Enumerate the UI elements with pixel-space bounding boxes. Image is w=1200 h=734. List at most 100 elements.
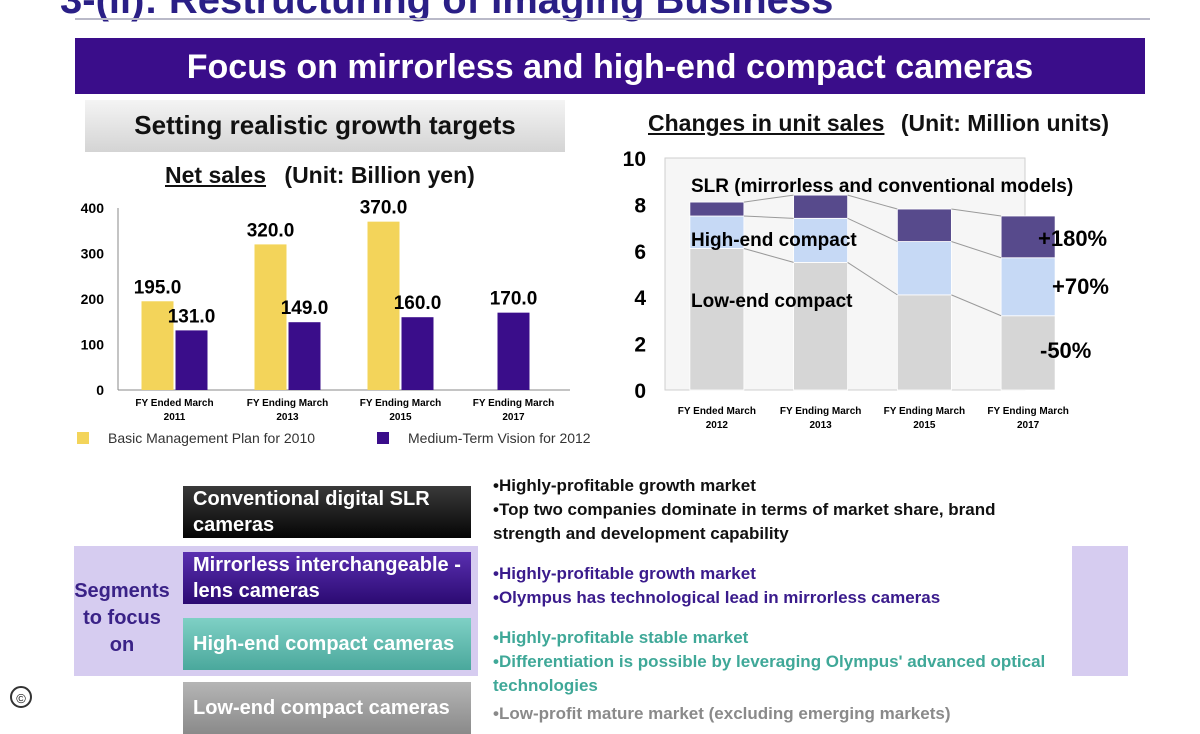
net-sales-y-tick-label: 0 bbox=[96, 382, 104, 398]
unit-sales-series-label-low-end: Low-end compact bbox=[691, 291, 853, 312]
unit-sales-bar-segment bbox=[1000, 215, 1056, 259]
net-sales-bar bbox=[497, 312, 530, 390]
unit-sales-connector bbox=[847, 217, 898, 242]
segment-mirrorless-bullets: •Highly-profitable growth market •Olympu… bbox=[493, 562, 1083, 610]
unit-sales-series-label-high-end: High-end compact bbox=[691, 230, 857, 251]
unit-sales-y-tick-label: 2 bbox=[634, 334, 646, 357]
unit-sales-connector bbox=[847, 194, 898, 210]
net-sales-bar bbox=[141, 301, 174, 390]
net-sales-data-label: 170.0 bbox=[490, 289, 538, 310]
net-sales-y-tick-label: 300 bbox=[81, 246, 105, 262]
segment-slr-bullet: •Highly-profitable growth market bbox=[493, 476, 756, 495]
net-sales-data-label: 149.0 bbox=[281, 298, 329, 319]
unit-sales-x-tick-label: 2013 bbox=[810, 420, 833, 431]
net-sales-x-tick-label: 2017 bbox=[502, 412, 525, 423]
segment-high-end-bullet: •Highly-profitable stable market bbox=[493, 628, 749, 647]
legend-swatch-bmp2010 bbox=[77, 432, 89, 444]
segment-high-end-bullets: •Highly-profitable stable market •Differ… bbox=[493, 626, 1083, 698]
net-sales-bar bbox=[367, 221, 400, 390]
page-title: 3-(ii): Restructuring of Imaging Busines… bbox=[60, 0, 834, 22]
net-sales-data-label: 195.0 bbox=[134, 277, 182, 298]
segment-mirrorless-bullet: •Olympus has technological lead in mirro… bbox=[493, 588, 941, 607]
net-sales-x-tick-label: FY Ending March bbox=[473, 398, 555, 409]
net-sales-bar bbox=[175, 330, 208, 390]
unit-sales-bar-segment bbox=[1000, 257, 1056, 317]
legend-swatch-mtv2012 bbox=[377, 432, 389, 444]
unit-sales-connector bbox=[743, 215, 794, 219]
net-sales-title: Net sales bbox=[165, 162, 267, 188]
unit-sales-y-tick-label: 0 bbox=[634, 380, 646, 403]
banner: Focus on mirrorless and high-end compact… bbox=[75, 38, 1145, 94]
unit-sales-unit: (Unit: Million units) bbox=[900, 110, 1110, 136]
unit-sales-connector bbox=[743, 194, 794, 203]
unit-sales-x-tick-label: 2015 bbox=[913, 420, 936, 431]
net-sales-bar bbox=[254, 244, 287, 390]
unit-sales-heading: Changes in unit sales (Unit: Million uni… bbox=[648, 110, 1109, 137]
net-sales-x-tick-label: FY Ended March bbox=[135, 398, 213, 409]
copyright-icon: © bbox=[10, 686, 32, 708]
unit-sales-bar-segment bbox=[793, 217, 849, 263]
net-sales-bar bbox=[288, 322, 321, 390]
unit-sales-change-label: -50% bbox=[1040, 338, 1091, 363]
unit-sales-bar-segment bbox=[793, 261, 849, 391]
unit-sales-title: Changes in unit sales bbox=[648, 110, 885, 136]
unit-sales-connector bbox=[743, 247, 794, 263]
net-sales-unit: (Unit: Billion yen) bbox=[284, 162, 475, 188]
unit-sales-series-label-slr: SLR (mirrorless and conventional models) bbox=[691, 176, 1073, 197]
unit-sales-bar-segment bbox=[896, 241, 952, 296]
unit-sales-change-label: +180% bbox=[1038, 226, 1107, 251]
net-sales-data-label: 370.0 bbox=[360, 198, 408, 219]
unit-sales-y-tick-label: 10 bbox=[623, 148, 646, 171]
unit-sales-connector bbox=[847, 261, 898, 296]
unit-sales-bar-segment bbox=[689, 201, 745, 217]
unit-sales-x-tick-label: 2017 bbox=[1017, 420, 1040, 431]
net-sales-data-label: 320.0 bbox=[247, 220, 295, 241]
net-sales-x-tick-label: 2013 bbox=[276, 412, 299, 423]
segment-low-end-bullet: •Low-profit mature market (excluding eme… bbox=[493, 704, 951, 723]
subheading: Setting realistic growth targets bbox=[85, 100, 565, 152]
focus-band-inner bbox=[478, 546, 1072, 676]
segment-mirrorless-bullet: •Highly-profitable growth market bbox=[493, 564, 756, 583]
net-sales-data-label: 131.0 bbox=[168, 306, 216, 327]
net-sales-x-tick-label: FY Ending March bbox=[360, 398, 442, 409]
net-sales-x-tick-label: 2011 bbox=[164, 412, 186, 423]
unit-sales-bar-segment bbox=[1000, 315, 1056, 391]
segment-slr-label: Conventional digital SLR cameras bbox=[183, 486, 471, 538]
unit-sales-y-tick-label: 4 bbox=[634, 287, 646, 310]
unit-sales-y-tick-label: 8 bbox=[634, 194, 646, 217]
unit-sales-bar-segment bbox=[689, 248, 745, 391]
segment-high-end-label: High-end compact cameras bbox=[183, 618, 471, 670]
net-sales-heading: Net sales (Unit: Billion yen) bbox=[165, 162, 475, 189]
unit-sales-x-tick-label: FY Ending March bbox=[884, 406, 966, 417]
net-sales-bar bbox=[401, 317, 434, 390]
net-sales-y-tick-label: 100 bbox=[81, 337, 105, 353]
segment-slr-bullet: •Top two companies dominate in terms of … bbox=[493, 500, 996, 543]
unit-sales-bar-segment bbox=[793, 194, 849, 219]
unit-sales-y-tick-label: 6 bbox=[634, 241, 646, 264]
segment-high-end-bullet: •Differentiation is possible by leveragi… bbox=[493, 652, 1046, 695]
segment-slr-bullets: •Highly-profitable growth market •Top tw… bbox=[493, 474, 1083, 546]
legend-label-bmp2010: Basic Management Plan for 2010 bbox=[108, 430, 315, 446]
net-sales-y-tick-label: 200 bbox=[81, 291, 105, 307]
net-sales-x-tick-label: FY Ending March bbox=[247, 398, 329, 409]
unit-sales-x-tick-label: FY Ended March bbox=[678, 406, 756, 417]
segment-low-end-bullets: •Low-profit mature market (excluding eme… bbox=[493, 702, 1083, 726]
segment-low-end-label: Low-end compact cameras bbox=[183, 682, 471, 734]
net-sales-x-tick-label: 2015 bbox=[389, 412, 412, 423]
unit-sales-connector bbox=[951, 294, 1002, 317]
focus-label: Segments to focus on bbox=[74, 580, 170, 656]
segment-mirrorless-label: Mirrorless interchangeable -lens cameras bbox=[183, 552, 471, 604]
unit-sales-x-tick-label: FY Ending March bbox=[780, 406, 862, 417]
legend-label-mtv2012: Medium-Term Vision for 2012 bbox=[408, 430, 591, 446]
net-sales-y-tick-label: 400 bbox=[81, 200, 105, 216]
unit-sales-change-label: +70% bbox=[1052, 274, 1109, 299]
unit-sales-connector bbox=[951, 208, 1002, 217]
unit-sales-bar-segment bbox=[896, 208, 952, 242]
net-sales-data-label: 160.0 bbox=[394, 293, 442, 314]
title-divider bbox=[75, 18, 1150, 20]
unit-sales-x-tick-label: FY Ending March bbox=[987, 406, 1069, 417]
unit-sales-connector bbox=[951, 241, 1002, 259]
unit-sales-bar-segment bbox=[896, 294, 952, 391]
unit-sales-x-tick-label: 2012 bbox=[706, 420, 729, 431]
